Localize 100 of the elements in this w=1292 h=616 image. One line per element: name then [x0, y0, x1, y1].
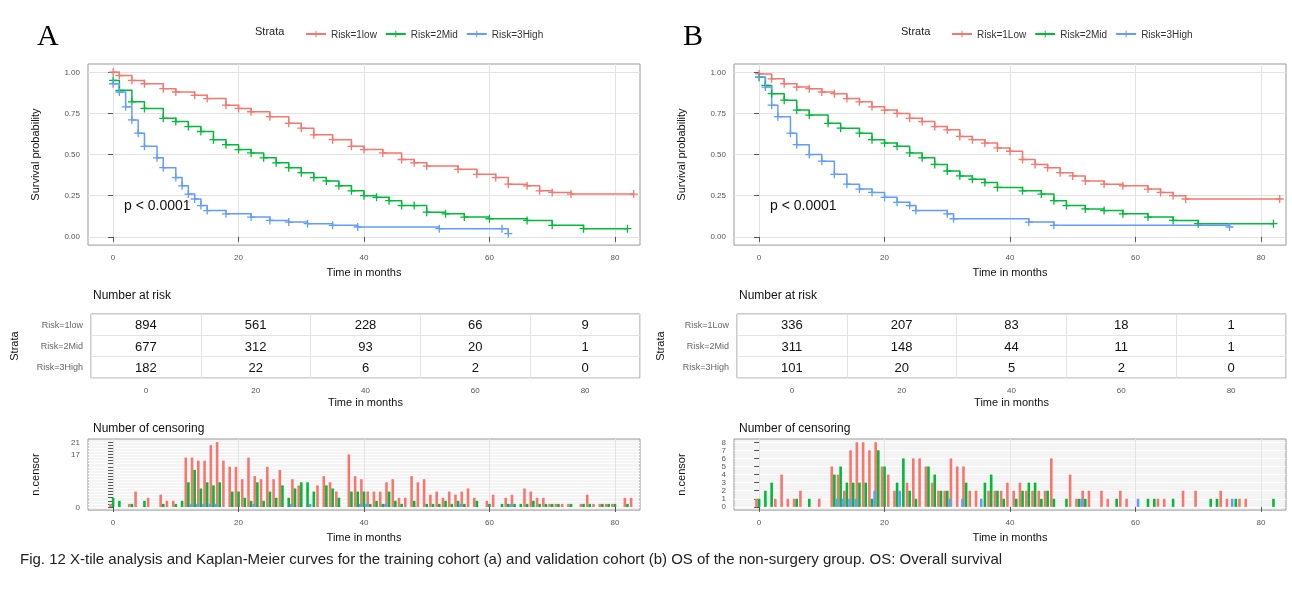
data-label: 93 — [358, 338, 373, 354]
data-label: 5 — [1007, 359, 1016, 375]
y-axis-title: Strata — [7, 330, 20, 361]
legend-title: Strata — [255, 24, 286, 37]
y-tick-label: 0.00 — [710, 232, 727, 242]
y-tick-label: 7 — [721, 445, 727, 455]
x-tick-label: 0 — [110, 517, 116, 527]
x-tick-label: 40 — [359, 252, 369, 262]
x-tick-label: 0 — [756, 517, 762, 527]
y-tick-label: Risk=2Mid — [686, 341, 729, 352]
y-tick-label: 4 — [721, 470, 727, 480]
x-tick-label: 20 — [880, 252, 890, 262]
chart-title: Number of censoring — [739, 421, 851, 435]
legend-title: Strata — [901, 24, 932, 37]
data-label: 66 — [468, 317, 483, 333]
legend-label: Risk=3High — [1141, 28, 1193, 40]
y-tick-label: 0.25 — [64, 191, 81, 201]
y-tick-label: 3 — [721, 478, 727, 488]
x-tick-label: 20 — [897, 385, 907, 395]
legend-label: Risk=2Mid — [1060, 28, 1108, 40]
y-tick-label: 2 — [721, 486, 727, 496]
annotation: p < 0.0001 — [770, 197, 837, 213]
y-tick-label: Risk=1Low — [684, 319, 730, 330]
x-axis-title: Time in months — [328, 395, 404, 408]
data-label: 20 — [894, 359, 909, 375]
legend-label: Risk=1low — [331, 28, 378, 40]
x-tick-label: 80 — [580, 385, 591, 395]
y-tick-label: 1.00 — [710, 67, 727, 77]
x-tick-label: 80 — [1256, 517, 1266, 527]
caption: Fig. 12 X-tile analysis and Kaplan-Meier curves for the training cohort (a) and validation cohort (b) OS of the non-surgery group. OS: Overall survival — [20, 549, 1004, 569]
data-label: 0 — [581, 359, 589, 375]
data-label: 311 — [781, 338, 803, 354]
x-tick-label: 60 — [1131, 517, 1141, 527]
data-label: 312 — [244, 338, 267, 354]
x-tick-label: 40 — [1007, 385, 1017, 395]
x-axis-title: Time in months — [974, 395, 1050, 408]
x-tick-label: 20 — [234, 252, 244, 262]
y-axis-title: Strata — [653, 330, 666, 361]
data-label: 20 — [468, 338, 483, 354]
data-label: 2 — [471, 359, 479, 375]
chart-title: Number of censoring — [93, 421, 205, 435]
y-tick-label: Risk=2Mid — [40, 341, 83, 352]
data-label: 336 — [781, 317, 803, 333]
y-tick-label: 1 — [721, 494, 727, 504]
x-tick-label: 40 — [361, 385, 371, 395]
x-tick-label: 80 — [1256, 252, 1266, 262]
annotation: p < 0.0001 — [124, 197, 191, 213]
y-tick-label: 0.50 — [710, 150, 727, 160]
chart-title: A — [37, 17, 59, 51]
data-label: 677 — [135, 338, 157, 354]
data-label: 148 — [890, 338, 913, 354]
y-axis-title: Survival probability — [28, 107, 41, 201]
x-tick-label: 80 — [1226, 385, 1237, 395]
y-tick-label: 17 — [71, 449, 81, 459]
y-tick-label: 5 — [721, 461, 727, 471]
chart-title: Number at risk — [93, 288, 173, 302]
x-tick-label: 0 — [110, 252, 116, 262]
data-label: 6 — [361, 359, 370, 375]
data-label: 11 — [1114, 338, 1129, 354]
data-label: 9 — [581, 317, 589, 333]
data-label: 561 — [244, 317, 267, 333]
data-label: 18 — [1114, 317, 1129, 333]
y-tick-label: 0.50 — [64, 150, 81, 160]
data-label: 228 — [354, 317, 377, 333]
y-axis-title: Survival probability — [674, 107, 687, 201]
x-tick-label: 0 — [756, 252, 762, 262]
x-axis-title: Time in months — [972, 530, 1048, 543]
legend-label: Risk=3High — [491, 28, 544, 40]
x-tick-label: 60 — [1116, 385, 1127, 395]
x-tick-label: 20 — [880, 517, 890, 527]
data-label: 1 — [581, 338, 589, 354]
y-tick-label: 0 — [75, 502, 81, 512]
y-tick-label: 0.25 — [710, 191, 727, 201]
y-tick-label: 0 — [721, 502, 727, 512]
data-label: 207 — [890, 317, 913, 333]
x-tick-label: 60 — [1131, 252, 1141, 262]
y-tick-label: 0.00 — [64, 232, 81, 242]
data-label: 0 — [1227, 359, 1235, 375]
y-tick-label: 0.75 — [64, 108, 81, 118]
x-tick-label: 0 — [143, 385, 149, 395]
x-tick-label: 40 — [1005, 252, 1015, 262]
x-tick-label: 0 — [789, 385, 795, 395]
data-label: 182 — [135, 359, 157, 375]
x-tick-label: 20 — [234, 517, 244, 527]
chart-title: Number at risk — [739, 288, 819, 302]
data-label: 1 — [1227, 317, 1235, 333]
x-axis-title: Time in months — [326, 530, 402, 543]
y-tick-label: Risk=1low — [41, 319, 84, 330]
x-tick-label: 40 — [359, 517, 369, 527]
x-axis-title: Time in months — [972, 265, 1048, 278]
x-tick-label: 40 — [1005, 517, 1015, 527]
x-tick-label: 20 — [251, 385, 261, 395]
data-label: 44 — [1004, 338, 1019, 354]
data-label: 101 — [781, 359, 803, 375]
data-label: 83 — [1004, 317, 1019, 333]
data-label: 22 — [248, 359, 263, 375]
data-label: 894 — [135, 317, 157, 333]
legend-label: Risk=2Mid — [410, 28, 458, 40]
x-axis-title: Time in months — [326, 265, 402, 278]
y-tick-label: Risk=3High — [36, 362, 83, 373]
